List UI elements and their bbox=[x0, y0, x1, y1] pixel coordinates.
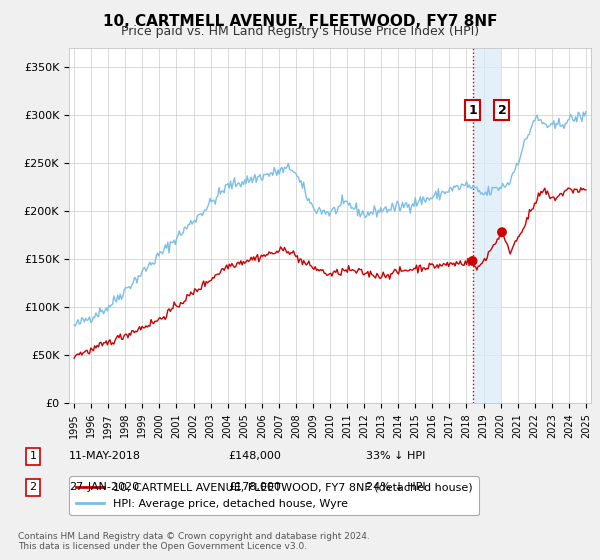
Point bbox=[468, 256, 478, 265]
Text: 2: 2 bbox=[29, 482, 37, 492]
Text: 10, CARTMELL AVENUE, FLEETWOOD, FY7 8NF: 10, CARTMELL AVENUE, FLEETWOOD, FY7 8NF bbox=[103, 14, 497, 29]
Text: 27-JAN-2020: 27-JAN-2020 bbox=[69, 482, 139, 492]
Text: 11-MAY-2018: 11-MAY-2018 bbox=[69, 451, 141, 461]
Text: £178,000: £178,000 bbox=[228, 482, 281, 492]
Text: 1: 1 bbox=[29, 451, 37, 461]
Text: Contains HM Land Registry data © Crown copyright and database right 2024.: Contains HM Land Registry data © Crown c… bbox=[18, 532, 370, 541]
Text: 24% ↓ HPI: 24% ↓ HPI bbox=[366, 482, 425, 492]
Legend: 10, CARTMELL AVENUE, FLEETWOOD, FY7 8NF (detached house), HPI: Average price, de: 10, CARTMELL AVENUE, FLEETWOOD, FY7 8NF … bbox=[70, 477, 479, 515]
Point bbox=[497, 228, 507, 237]
Text: This data is licensed under the Open Government Licence v3.0.: This data is licensed under the Open Gov… bbox=[18, 542, 307, 551]
Text: Price paid vs. HM Land Registry's House Price Index (HPI): Price paid vs. HM Land Registry's House … bbox=[121, 25, 479, 38]
Bar bbox=[473, 48, 502, 403]
Text: £148,000: £148,000 bbox=[228, 451, 281, 461]
Text: 33% ↓ HPI: 33% ↓ HPI bbox=[366, 451, 425, 461]
Text: 2: 2 bbox=[497, 104, 506, 116]
Text: 1: 1 bbox=[468, 104, 477, 116]
